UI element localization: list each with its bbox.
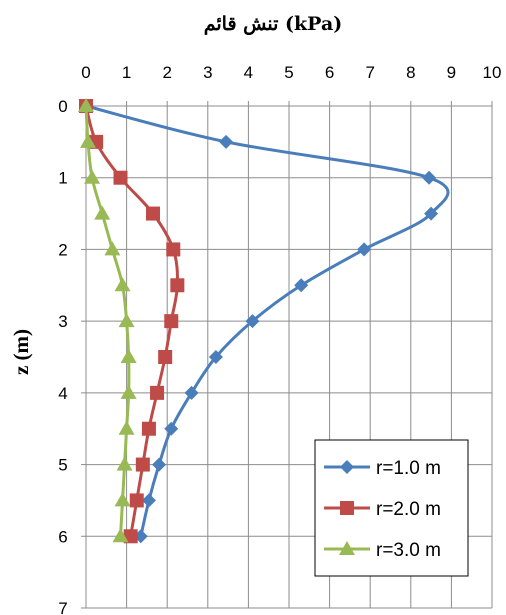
data-point [142,422,156,436]
x-tick-label: 10 [483,63,502,82]
y-tick-label: 4 [58,384,67,403]
y-tick-label: 6 [58,527,67,546]
data-point [146,207,160,221]
legend-label: r=2.0 m [376,499,441,520]
x-tick-label: 7 [365,63,374,82]
x-tick-label: 1 [122,63,131,82]
data-point [158,350,172,364]
y-tick-label: 2 [58,240,67,259]
x-tick-label: 0 [81,63,90,82]
data-point [114,171,128,185]
x-tick-label: 3 [203,63,212,82]
y-tick-label: 0 [58,97,67,116]
y-tick-label: 1 [58,169,67,188]
data-point [164,314,178,328]
x-tick-label: 8 [406,63,415,82]
y-tick-label: 3 [58,312,67,331]
data-point [150,386,164,400]
x-tick-label: 9 [447,63,456,82]
x-tick-label: 5 [284,63,293,82]
legend-marker [340,501,354,515]
x-tick-label: 4 [244,63,253,82]
y-tick-label: 5 [58,456,67,475]
data-point [136,458,150,472]
x-axis-title: تنش قائم (kPa) [204,13,343,35]
y-axis-title: z (m) [9,329,33,375]
x-tick-label: 2 [162,63,171,82]
data-point [166,242,180,256]
data-point [170,278,184,292]
legend-label: r=1.0 m [376,458,441,479]
x-tick-label: 6 [325,63,334,82]
legend-label: r=3.0 m [376,540,441,561]
data-point [130,493,144,507]
legend: r=1.0 m r=2.0 m r=3.0 m [315,440,468,576]
y-tick-label: 7 [58,599,67,615]
